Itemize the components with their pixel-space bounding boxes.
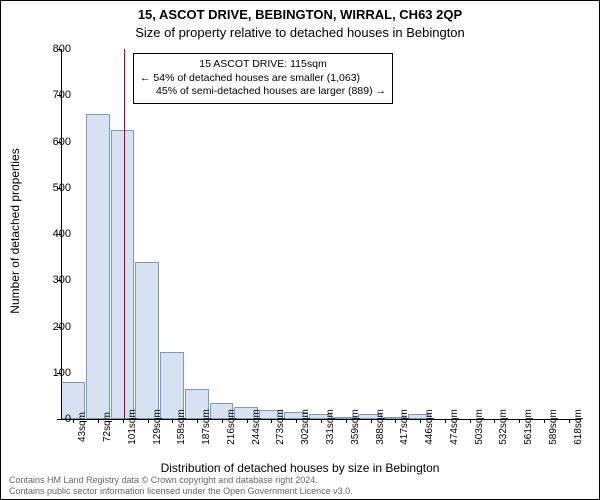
- x-tick: [346, 419, 347, 423]
- info-line-1: 15 ASCOT DRIVE: 115sqm: [140, 58, 386, 72]
- x-tick-label: 72sqm: [102, 412, 113, 442]
- x-tick: [470, 419, 471, 423]
- histogram-bar: [135, 262, 159, 419]
- x-tick-label: 187sqm: [201, 409, 212, 445]
- y-tick-label: 200: [31, 321, 71, 333]
- y-tick: [57, 95, 61, 96]
- x-tick: [271, 419, 272, 423]
- x-tick: [197, 419, 198, 423]
- info-line-2: ← 54% of detached houses are smaller (1,…: [140, 72, 386, 86]
- x-tick-label: 158sqm: [176, 409, 187, 445]
- plot-area: 15 ASCOT DRIVE: 115sqm← 54% of detached …: [61, 49, 581, 419]
- x-axis-label: Distribution of detached houses by size …: [1, 461, 599, 475]
- y-tick-label: 0: [31, 413, 71, 425]
- chart-subtitle: Size of property relative to detached ho…: [1, 25, 599, 40]
- x-tick: [148, 419, 149, 423]
- y-tick: [57, 142, 61, 143]
- x-tick: [420, 419, 421, 423]
- x-tick-label: 129sqm: [152, 409, 163, 445]
- x-tick: [123, 419, 124, 423]
- footer-attribution: Contains HM Land Registry data © Crown c…: [9, 475, 591, 497]
- x-tick-label: 216sqm: [226, 409, 237, 445]
- chart-title: 15, ASCOT DRIVE, BEBINGTON, WIRRAL, CH63…: [1, 7, 599, 22]
- x-tick: [544, 419, 545, 423]
- y-tick: [57, 373, 61, 374]
- x-tick-label: 532sqm: [498, 409, 509, 445]
- y-tick-label: 100: [31, 367, 71, 379]
- y-tick-label: 400: [31, 228, 71, 240]
- y-tick-label: 700: [31, 89, 71, 101]
- x-tick: [172, 419, 173, 423]
- info-line-3: 45% of semi-detached houses are larger (…: [140, 85, 386, 99]
- x-tick-label: 589sqm: [548, 409, 559, 445]
- x-tick: [222, 419, 223, 423]
- histogram-bar: [86, 114, 110, 419]
- footer-line-1: Contains HM Land Registry data © Crown c…: [9, 475, 591, 486]
- x-tick: [519, 419, 520, 423]
- y-tick-label: 300: [31, 274, 71, 286]
- x-tick-label: 474sqm: [449, 409, 460, 445]
- y-tick-label: 600: [31, 136, 71, 148]
- x-tick-label: 302sqm: [300, 409, 311, 445]
- y-tick: [57, 49, 61, 50]
- y-tick: [57, 280, 61, 281]
- x-tick: [321, 419, 322, 423]
- x-tick: [296, 419, 297, 423]
- x-tick: [445, 419, 446, 423]
- x-tick-label: 417sqm: [399, 409, 410, 445]
- x-tick: [73, 419, 74, 423]
- x-tick-label: 43sqm: [77, 412, 88, 442]
- y-tick: [57, 234, 61, 235]
- property-marker-line: [124, 49, 125, 419]
- x-tick-label: 331sqm: [325, 409, 336, 445]
- y-tick: [57, 327, 61, 328]
- y-tick: [57, 188, 61, 189]
- x-tick-label: 561sqm: [523, 409, 534, 445]
- property-info-box: 15 ASCOT DRIVE: 115sqm← 54% of detached …: [133, 53, 393, 104]
- x-tick-label: 618sqm: [573, 409, 584, 445]
- x-tick-label: 101sqm: [127, 409, 138, 445]
- y-axis-label: Number of detached properties: [8, 148, 22, 313]
- y-tick: [57, 419, 61, 420]
- x-tick: [98, 419, 99, 423]
- x-tick: [371, 419, 372, 423]
- y-tick-label: 500: [31, 182, 71, 194]
- x-tick-label: 503sqm: [474, 409, 485, 445]
- x-tick-label: 388sqm: [375, 409, 386, 445]
- x-tick-label: 244sqm: [251, 409, 262, 445]
- chart-container: 15, ASCOT DRIVE, BEBINGTON, WIRRAL, CH63…: [0, 0, 600, 500]
- histogram-bar: [111, 130, 135, 419]
- x-tick: [569, 419, 570, 423]
- x-tick: [247, 419, 248, 423]
- x-tick: [494, 419, 495, 423]
- x-tick-label: 273sqm: [275, 409, 286, 445]
- y-tick-label: 800: [31, 43, 71, 55]
- x-tick-label: 359sqm: [350, 409, 361, 445]
- x-tick: [395, 419, 396, 423]
- footer-line-2: Contains public sector information licen…: [9, 486, 591, 497]
- x-tick-label: 446sqm: [424, 409, 435, 445]
